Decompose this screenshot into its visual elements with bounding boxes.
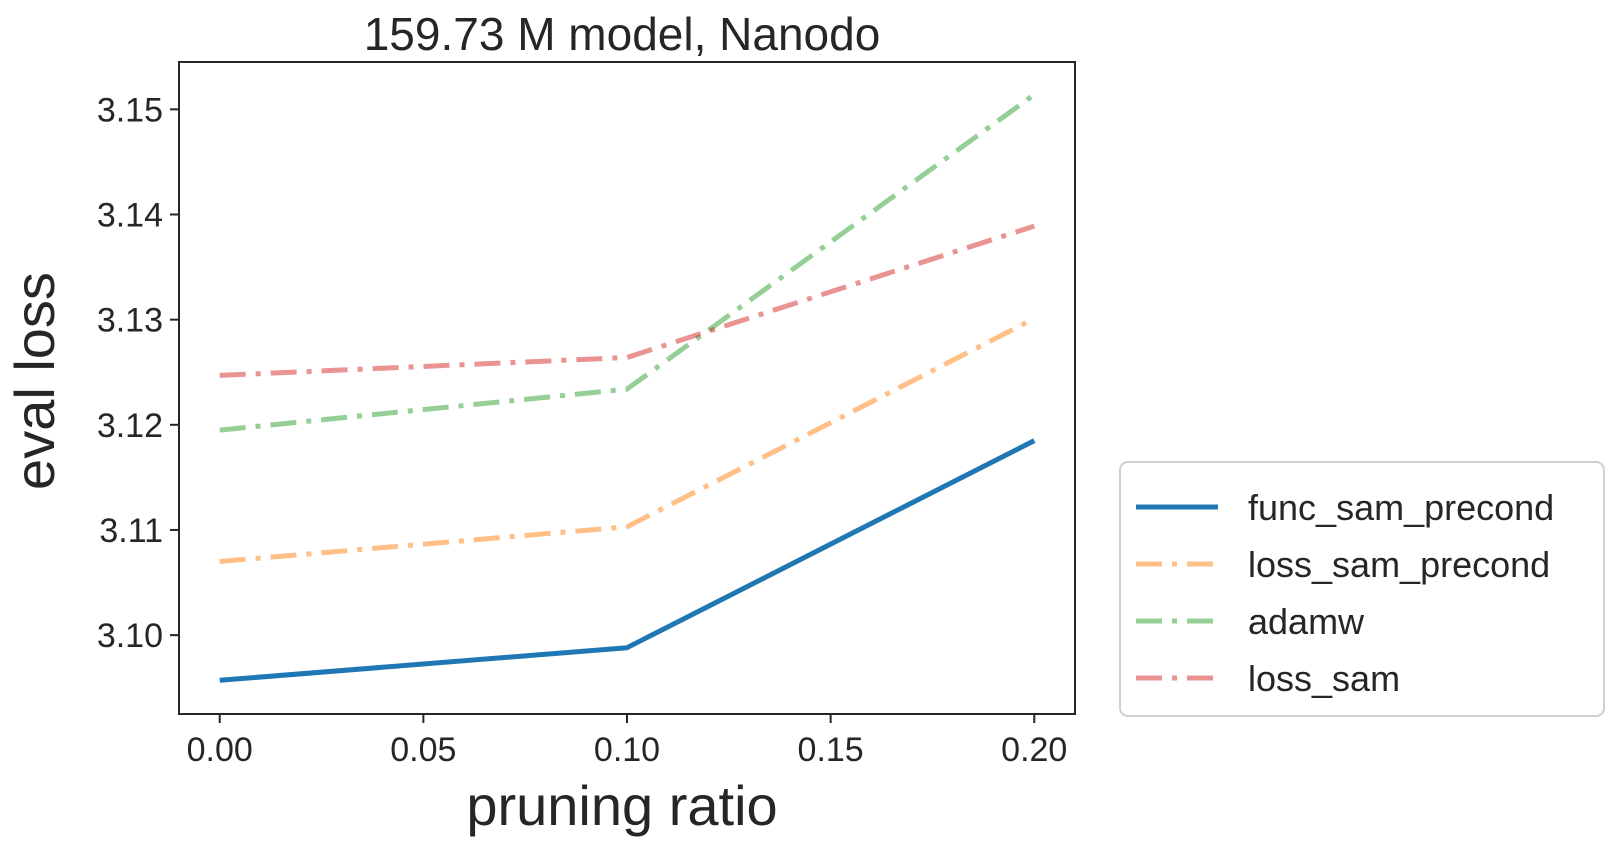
- x-axis: 0.00 0.05 0.10 0.15 0.20: [187, 714, 1068, 769]
- series-line-func-sam-precond: [220, 441, 1035, 681]
- y-axis-title: eval loss: [3, 272, 66, 490]
- legend: func_sam_precond loss_sam_precondadamw los…: [1120, 462, 1604, 716]
- x-tick-label: 0.10: [594, 731, 660, 769]
- legend-label: func_sam_precond: [1248, 487, 1554, 528]
- y-tick-label: 3.14: [97, 196, 163, 234]
- y-tick-label: 3.13: [97, 302, 163, 340]
- legend-label: loss_sam: [1248, 658, 1400, 699]
- y-tick-label: 3.10: [97, 617, 163, 655]
- y-tick-label: 3.12: [97, 407, 163, 445]
- series-lines: [220, 95, 1035, 681]
- x-axis-title: pruning ratio: [466, 774, 777, 837]
- legend-label: adamw: [1248, 601, 1365, 642]
- y-tick-label: 3.15: [97, 91, 163, 129]
- x-tick-label: 0.05: [390, 731, 456, 769]
- x-tick-label: 0.15: [798, 731, 864, 769]
- series-line-loss-sam: [220, 226, 1035, 375]
- y-axis: 3.10 3.11 3.12 3.13 3.14 3.15: [97, 91, 179, 655]
- legend-label: loss_sam_precond: [1248, 544, 1550, 585]
- x-tick-label: 0.00: [187, 731, 253, 769]
- chart-title: 159.73 M model, Nanodo: [364, 8, 881, 60]
- y-tick-label: 3.11: [99, 512, 163, 550]
- x-tick-label: 0.20: [1001, 731, 1067, 769]
- line-chart: 159.73 M model, Nanodo 0.000.050.100.150…: [0, 0, 1613, 849]
